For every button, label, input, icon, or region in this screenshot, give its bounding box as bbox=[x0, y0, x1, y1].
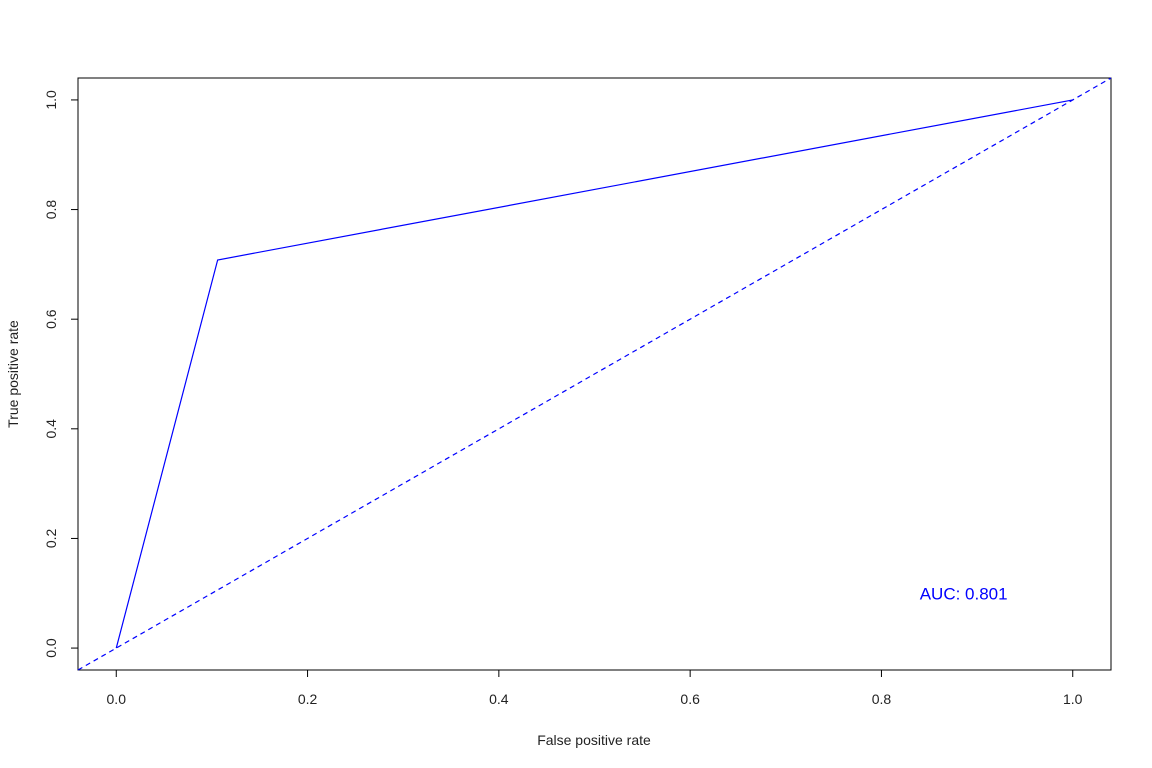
x-axis: 0.0 0.2 0.4 0.6 0.8 1.0 bbox=[107, 670, 1083, 707]
x-tick-label: 1.0 bbox=[1063, 691, 1083, 707]
y-axis: 0.0 0.2 0.4 0.6 0.8 1.0 bbox=[43, 90, 78, 658]
y-tick-label: 0.6 bbox=[43, 309, 59, 329]
auc-annotation: AUC: 0.801 bbox=[920, 584, 1008, 603]
x-axis-title: False positive rate bbox=[537, 732, 651, 748]
x-tick-label: 0.6 bbox=[680, 691, 700, 707]
y-tick-label: 0.0 bbox=[43, 638, 59, 658]
y-tick-label: 1.0 bbox=[43, 90, 59, 110]
x-tick-label: 0.0 bbox=[107, 691, 127, 707]
x-tick-label: 0.4 bbox=[489, 691, 509, 707]
y-tick-label: 0.8 bbox=[43, 200, 59, 220]
annotation-layer: AUC: 0.801 bbox=[920, 584, 1008, 603]
y-axis-title: True positive rate bbox=[5, 320, 21, 428]
series-layer bbox=[77, 77, 1112, 671]
chance-diagonal-line bbox=[77, 77, 1112, 671]
x-tick-label: 0.2 bbox=[298, 691, 318, 707]
plot-frame bbox=[77, 77, 1112, 671]
y-tick-label: 0.2 bbox=[43, 529, 59, 549]
roc-curve-line bbox=[115, 99, 1073, 649]
x-tick-label: 0.8 bbox=[872, 691, 892, 707]
y-tick-label: 0.4 bbox=[43, 419, 59, 439]
